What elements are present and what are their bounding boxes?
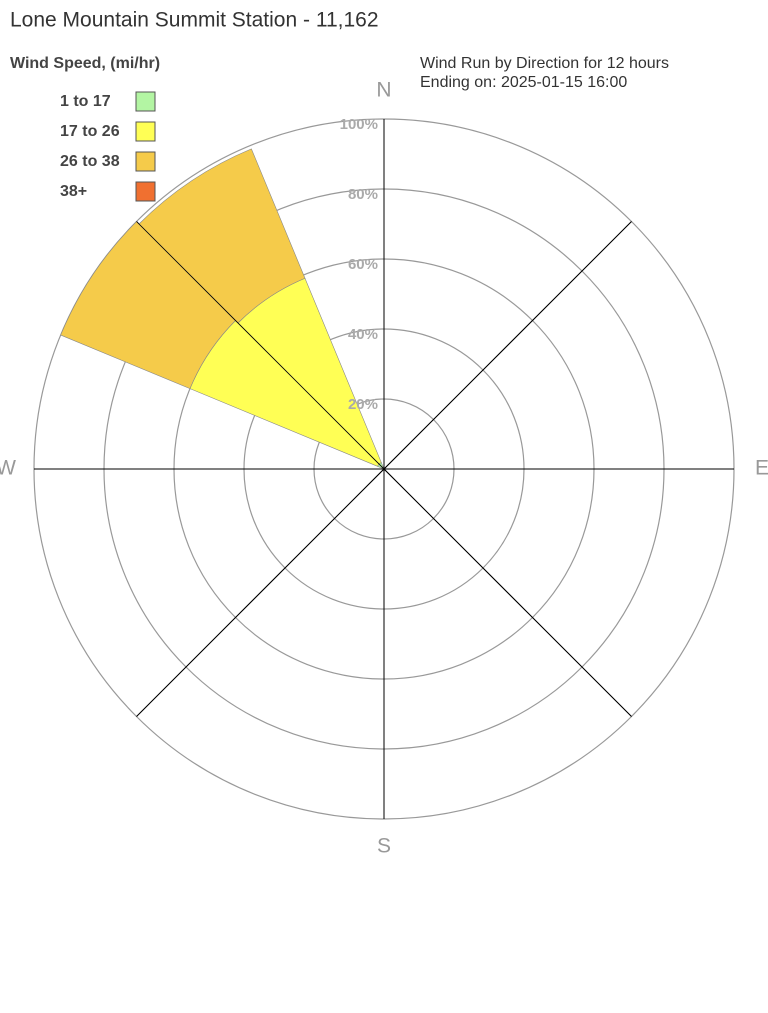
legend-label: 1 to 17 — [60, 93, 111, 110]
compass-label: S — [377, 835, 391, 858]
spoke — [136, 221, 632, 717]
compass-label: E — [755, 457, 768, 480]
legend-swatch — [135, 121, 156, 142]
legend-title: Wind Speed, (mi/hr) — [10, 55, 160, 72]
legend-label: 26 to 38 — [60, 153, 120, 170]
compass-label: W — [0, 457, 16, 480]
legend-label: 17 to 26 — [60, 123, 120, 140]
legend-label: 38+ — [60, 183, 87, 200]
ring-label: 100% — [340, 116, 378, 133]
ring-label: 20% — [348, 396, 378, 413]
subtitle: Wind Run by Direction for 12 hours — [420, 55, 669, 72]
ring-label: 80% — [348, 186, 378, 203]
ring-label: 60% — [348, 256, 378, 273]
compass-label: N — [376, 79, 391, 102]
legend-swatch — [135, 181, 156, 202]
legend-swatch — [135, 151, 156, 172]
chart-title: Lone Mountain Summit Station - 11,162 — [10, 9, 379, 32]
wedge — [138, 148, 306, 324]
legend-swatch — [135, 91, 156, 112]
ring-label: 40% — [348, 326, 378, 343]
subtitle: Ending on: 2025-01-15 16:00 — [420, 74, 627, 91]
